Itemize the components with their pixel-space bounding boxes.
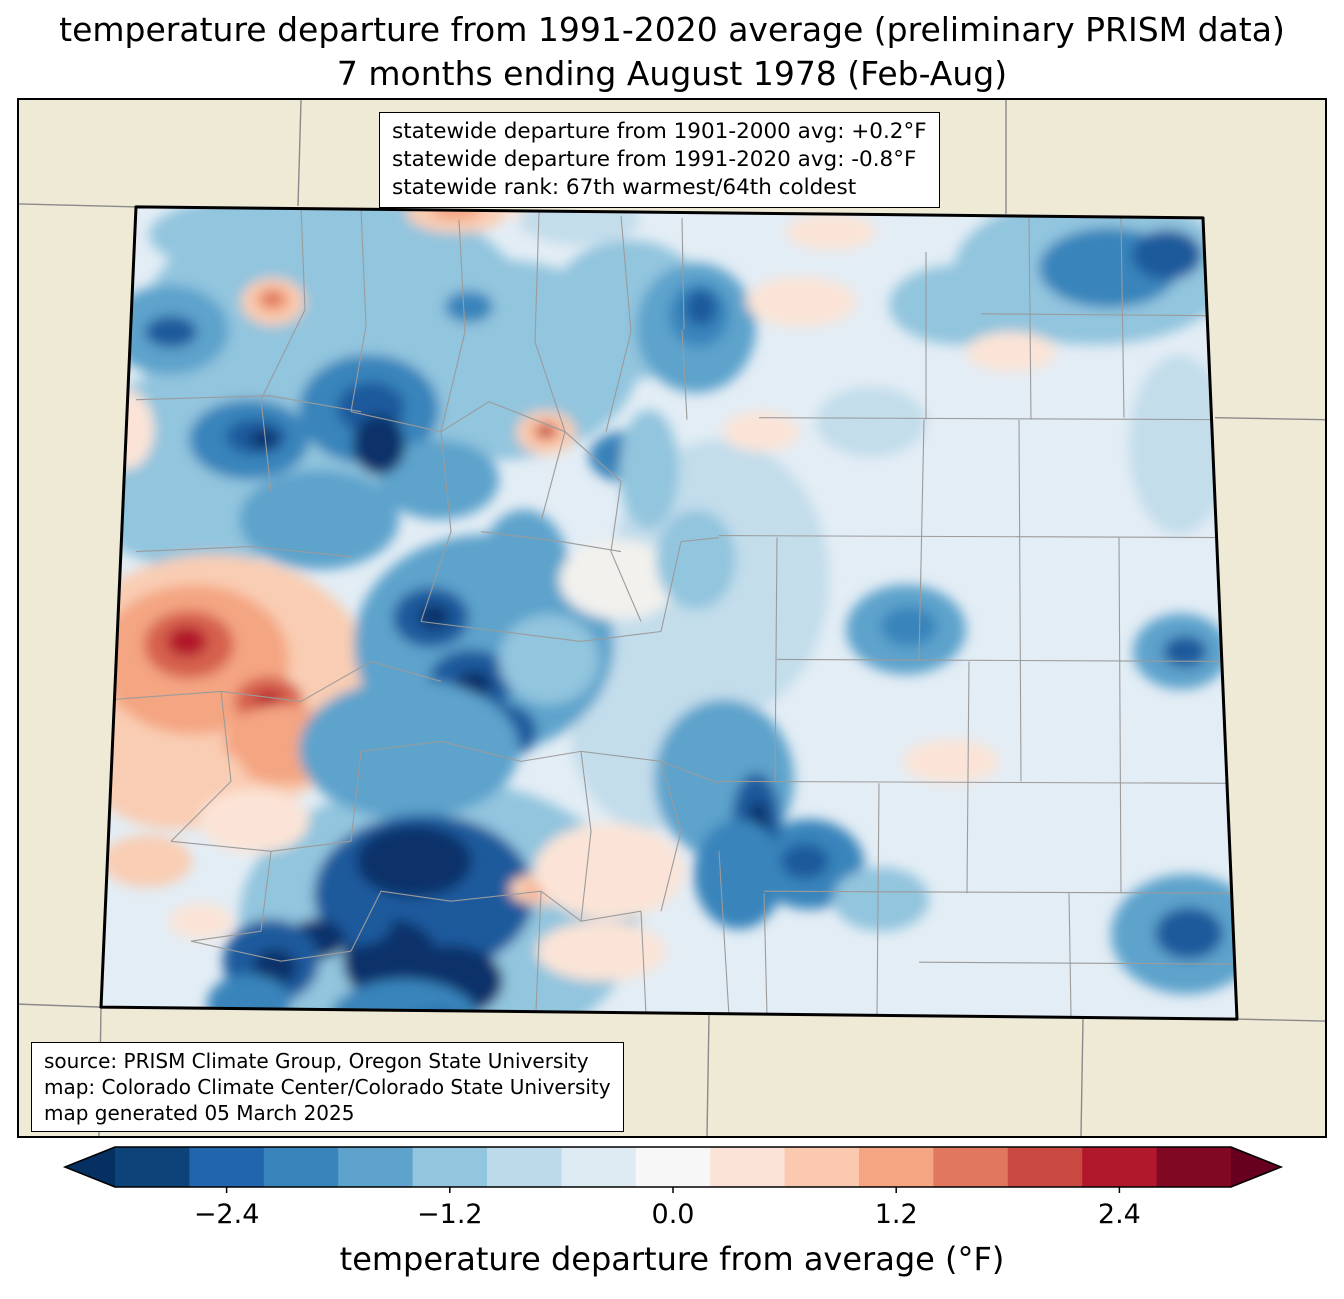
state-border (99, 205, 1239, 1021)
stats-line-2: statewide departure from 1991-2020 avg: … (392, 147, 917, 172)
map-axes: statewide departure from 1901-2000 avg: … (17, 98, 1327, 1138)
svg-text:0.0: 0.0 (652, 1199, 695, 1230)
source-line-3: map generated 05 March 2025 (44, 1101, 355, 1125)
stats-box: statewide departure from 1901-2000 avg: … (379, 112, 940, 208)
colorbar-axis-label: temperature departure from average (°F) (339, 1240, 1005, 1278)
svg-text:2.4: 2.4 (1098, 1199, 1141, 1230)
county-borders (113, 206, 1237, 1018)
temperature-field (101, 206, 1237, 1020)
svg-text:1.2: 1.2 (875, 1199, 918, 1230)
source-line-2: map: Colorado Climate Center/Colorado St… (44, 1075, 611, 1099)
figure-title: temperature departure from 1991-2020 ave… (0, 8, 1344, 96)
stats-line-1: statewide departure from 1901-2000 avg: … (392, 119, 927, 144)
title-line-2: 7 months ending August 1978 (Feb-Aug) (336, 54, 1008, 93)
colorado-map (19, 100, 1325, 1136)
stats-line-3: statewide rank: 67th warmest/64th coldes… (392, 175, 857, 200)
source-line-1: source: PRISM Climate Group, Oregon Stat… (44, 1049, 589, 1073)
title-line-1: temperature departure from 1991-2020 ave… (59, 10, 1285, 49)
svg-text:−1.2: −1.2 (417, 1199, 483, 1230)
svg-text:−2.4: −2.4 (194, 1199, 260, 1230)
source-box: source: PRISM Climate Group, Oregon Stat… (31, 1042, 624, 1132)
colorbar: −2.4 −1.2 0.0 1.2 2.4 (62, 1146, 1284, 1230)
